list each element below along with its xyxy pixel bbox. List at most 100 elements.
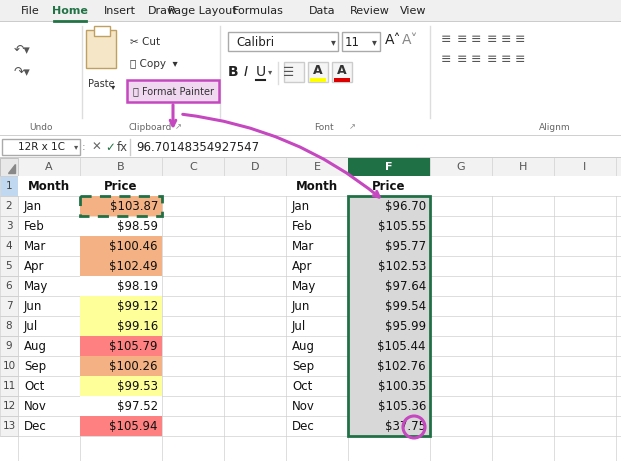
Text: ≡: ≡ [441,34,451,47]
Text: ↷▾: ↷▾ [14,65,30,78]
Bar [348,316,430,336]
Text: Page Layout: Page Layout [168,6,237,16]
Text: ⎘ Copy  ▾: ⎘ Copy ▾ [130,59,178,69]
Text: 9: 9 [6,341,12,351]
Text: $97.64: $97.64 [385,279,426,292]
Bar [348,158,430,176]
Bar [332,62,352,82]
Bar [127,80,219,102]
Text: May: May [292,279,316,292]
Text: 2: 2 [6,201,12,211]
Bar [334,78,350,82]
Text: $105.94: $105.94 [109,420,158,432]
Text: Sep: Sep [292,360,314,372]
Text: ▾: ▾ [111,83,115,91]
Bar [0,356,18,376]
Bar [0,376,18,396]
Text: $105.55: $105.55 [378,219,426,232]
Text: $105.36: $105.36 [378,400,426,413]
Text: Month: Month [28,179,70,193]
Polygon shape [8,164,15,173]
Text: May: May [24,279,48,292]
Bar [0,276,18,296]
Text: Price: Price [372,179,406,193]
Text: Feb: Feb [292,219,313,232]
Text: Insert: Insert [104,6,136,16]
Text: Jul: Jul [24,319,39,332]
Text: Formulas: Formulas [232,6,283,16]
Text: ↶▾: ↶▾ [14,43,30,57]
Text: $100.26: $100.26 [109,360,158,372]
Text: Data: Data [309,6,335,16]
Bar [0,158,18,176]
Text: ≡: ≡ [487,53,497,66]
Text: $98.19: $98.19 [117,279,158,292]
Text: $99.53: $99.53 [117,379,158,392]
Text: A: A [45,162,53,172]
Text: Aug: Aug [292,339,315,353]
Text: 4: 4 [6,241,12,251]
Bar [348,276,430,296]
Text: Undo: Undo [29,123,53,131]
Text: $95.77: $95.77 [385,240,426,253]
Text: Clipboard: Clipboard [129,123,171,131]
Bar [0,256,18,276]
Text: $102.49: $102.49 [109,260,158,272]
Text: H: H [519,162,527,172]
Text: ≡: ≡ [501,53,511,66]
Bar [80,196,162,216]
Text: ☰: ☰ [283,65,294,78]
Text: Jul: Jul [292,319,306,332]
Bar [80,376,162,396]
Text: F: F [385,162,392,172]
Text: :: : [82,142,86,152]
Bar [80,356,162,376]
Bar [308,62,328,82]
Text: ▾: ▾ [74,142,78,152]
Text: B: B [117,162,125,172]
Bar [348,216,430,236]
Text: Draw: Draw [147,6,176,16]
Bar [348,296,430,316]
Bar [0,157,621,158]
Text: 5: 5 [6,261,12,271]
Text: D: D [251,162,259,172]
Bar [86,30,116,68]
Text: $98.59: $98.59 [117,219,158,232]
Text: Mar: Mar [24,240,47,253]
Text: $102.53: $102.53 [378,260,426,272]
Text: ↗: ↗ [348,123,355,131]
Bar [348,336,430,356]
Text: ↗: ↗ [175,123,181,131]
Text: A: A [337,65,347,77]
Text: View: View [400,6,426,16]
Text: Jun: Jun [24,300,42,313]
Text: 11: 11 [2,381,16,391]
Text: Calibri: Calibri [236,35,274,48]
Text: $103.87: $103.87 [110,200,158,213]
Text: $97.52: $97.52 [117,400,158,413]
Text: $37.75: $37.75 [385,420,426,432]
Bar [0,158,621,461]
Bar [348,396,430,416]
Text: A˅: A˅ [402,33,419,47]
Text: $105.79: $105.79 [109,339,158,353]
Text: Oct: Oct [292,379,312,392]
Bar [348,196,430,436]
Bar [0,0,621,22]
Text: Month: Month [296,179,338,193]
Text: $96.70: $96.70 [385,200,426,213]
Bar [342,32,380,51]
Text: $105.44: $105.44 [378,339,426,353]
Text: ▾: ▾ [330,37,335,47]
Text: 11: 11 [345,35,360,48]
Bar [80,416,162,436]
Bar [0,216,18,236]
Text: Jan: Jan [292,200,310,213]
Text: I: I [583,162,587,172]
Text: Price: Price [104,179,138,193]
Bar [80,276,162,296]
Text: G: G [456,162,465,172]
Text: Jan: Jan [24,200,42,213]
Text: Alignm: Alignm [539,123,571,131]
